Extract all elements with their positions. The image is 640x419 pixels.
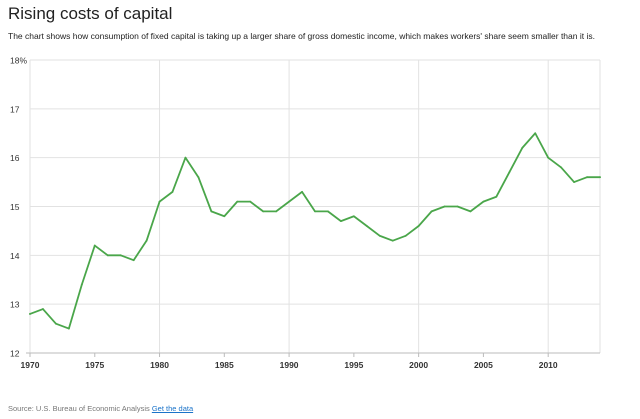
data-point-1985: [223, 215, 226, 218]
x-tick-label-1995: 1995: [344, 360, 363, 370]
x-tick-label-1990: 1990: [280, 360, 299, 370]
data-point-1987: [249, 200, 252, 203]
data-point-2014: [599, 176, 601, 179]
y-tick-label-16: 16: [10, 153, 20, 163]
data-point-1999: [404, 234, 407, 237]
data-point-2006: [495, 195, 498, 198]
data-point-2011: [560, 166, 563, 169]
y-tick-label-17: 17: [10, 104, 20, 114]
data-point-1983: [197, 176, 200, 179]
data-point-2008: [521, 147, 524, 149]
data-point-1990: [288, 200, 290, 203]
data-point-1982: [184, 156, 187, 159]
x-tick-label-1985: 1985: [215, 360, 234, 370]
data-point-1981: [171, 190, 174, 193]
grid-layer: [29, 59, 601, 354]
data-point-1976: [106, 254, 109, 257]
data-point-1995: [352, 215, 355, 218]
page-title: Rising costs of capital: [8, 4, 173, 23]
page-subtitle: The chart shows how consumption of fixed…: [8, 31, 595, 41]
data-point-1978: [132, 259, 135, 262]
y-tick-label-14: 14: [10, 251, 20, 261]
data-point-1996: [365, 225, 368, 227]
tick-label-layer: 12 13 14 15 16 17 18% 1970 1975 1980 1985 1990 1995 2…: [10, 56, 558, 371]
data-point-2012: [573, 181, 575, 183]
data-point-1970: [29, 313, 31, 315]
data-point-2010: [547, 156, 550, 159]
data-point-2005: [482, 200, 485, 203]
data-point-2004: [469, 210, 472, 213]
y-tick-label-15: 15: [10, 202, 20, 212]
axis-layer: [26, 352, 600, 357]
y-tick-label-18: 18%: [10, 56, 27, 66]
x-tick-label-1975: 1975: [85, 360, 104, 370]
data-point-2001: [430, 210, 433, 213]
data-point-1979: [145, 239, 148, 242]
data-point-1971: [42, 308, 44, 310]
x-tick-label-2010: 2010: [539, 360, 558, 370]
data-point-1974: [80, 283, 83, 286]
get-the-data-link[interactable]: Get the data: [151, 404, 194, 413]
data-point-1988: [262, 210, 265, 213]
data-point-1984: [210, 210, 213, 213]
x-tick-label-1980: 1980: [150, 360, 169, 370]
data-point-1977: [119, 254, 122, 257]
data-point-2007: [508, 171, 511, 174]
source-note: Source: U.S. Bureau of Economic Analysis…: [8, 404, 193, 413]
source-label: Source: U.S. Bureau of Economic Analysis: [8, 404, 150, 413]
data-point-1973: [67, 327, 70, 330]
x-tick-label-1970: 1970: [21, 360, 40, 370]
x-tick-label-2005: 2005: [474, 360, 493, 370]
data-point-1991: [301, 190, 303, 193]
series-layer: [29, 132, 601, 330]
data-point-2013: [586, 176, 588, 179]
x-tick-label-2000: 2000: [409, 360, 428, 370]
data-point-2000: [417, 225, 420, 227]
data-point-1993: [327, 210, 329, 213]
data-point-1992: [314, 210, 316, 213]
point-layer: [29, 132, 601, 330]
data-point-1986: [236, 200, 239, 203]
data-point-1994: [340, 220, 342, 223]
data-point-2009: [534, 132, 537, 135]
data-point-1989: [275, 210, 278, 213]
y-tick-label-13: 13: [10, 300, 20, 310]
data-point-1975: [93, 244, 96, 247]
data-point-1972: [55, 322, 57, 325]
data-point-1997: [378, 234, 381, 237]
data-point-2003: [456, 205, 459, 208]
data-point-2002: [443, 205, 446, 208]
series-line-0: [29, 132, 601, 330]
data-point-1998: [391, 239, 394, 242]
data-point-1980: [158, 200, 161, 203]
y-tick-label-12: 12: [10, 349, 20, 359]
